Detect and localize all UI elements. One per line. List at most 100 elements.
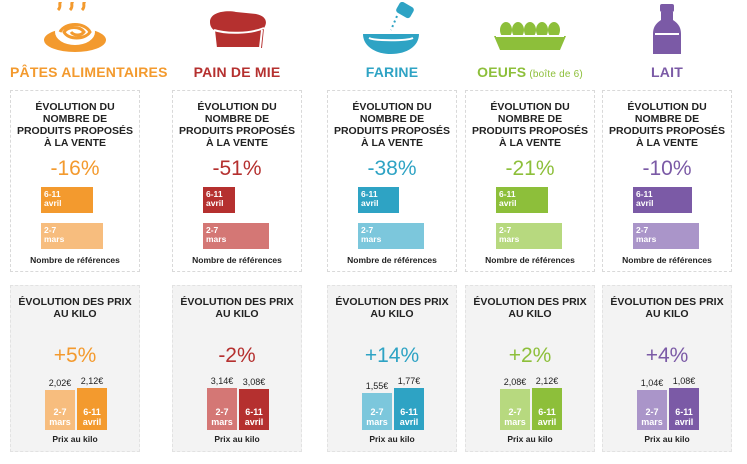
price-bars: 2-7 mars 2,02€ 6-11 avril 2,12€ — [39, 370, 111, 430]
reference-bar: 6-11 avril — [496, 187, 549, 213]
category-name: PAIN DE MIE — [193, 64, 281, 80]
bar-label: 6-11 avril — [82, 407, 102, 427]
change-percent: -51% — [212, 157, 262, 180]
panel-footer: Nombre de références — [30, 255, 120, 265]
category-title: FARINE — [327, 64, 457, 80]
price-label: 2,12€ — [535, 376, 559, 386]
category-column: LAIT ÉVOLUTION DU NOMBRE DE PRODUITS PROP… — [602, 0, 732, 464]
bar-label: 2-7 mars — [366, 407, 388, 427]
reference-bar: 6-11 avril — [358, 187, 399, 213]
category-column: PAIN DE MIE ÉVOLUTION DU NOMBRE DE PRODUI… — [172, 0, 302, 464]
panel-title: ÉVOLUTION DES PRIX AU KILO — [18, 296, 132, 320]
price-bar: 6-11 avril — [394, 388, 424, 430]
category-column: PÂTES ALIMENTAIRES ÉVOLUTION DU NOMBRE DE… — [10, 0, 167, 464]
milk-bottle-icon — [602, 2, 732, 58]
price-label: 2,02€ — [48, 377, 72, 388]
price-bar: 6-11 avril — [532, 388, 562, 430]
reference-bar: 2-7 mars — [496, 223, 562, 249]
price-label: 1,55€ — [365, 381, 389, 392]
change-percent: -10% — [642, 157, 692, 180]
prices-panel: ÉVOLUTION DES PRIX AU KILO +5% 2-7 mars 2,02… — [10, 285, 140, 452]
price-label: 1,04€ — [640, 377, 664, 388]
prices-panel: ÉVOLUTION DES PRIX AU KILO +2% 2-7 mars 2,08… — [465, 285, 595, 452]
bar-label: 6-11 avril — [44, 189, 62, 208]
panel-footer: Prix au kilo — [214, 434, 260, 444]
bar-label: 2-7 mars — [44, 225, 65, 244]
category-column: FARINE ÉVOLUTION DU NOMBRE DE PRODUITS PR… — [327, 0, 457, 464]
prices-panel: ÉVOLUTION DES PRIX AU KILO +4% 2-7 mars 1,04… — [602, 285, 732, 452]
price-bar: 6-11 avril — [77, 388, 107, 430]
references-panel: ÉVOLUTION DU NOMBRE DE PRODUITS PROPOSÉS… — [10, 90, 140, 272]
prices-panel: ÉVOLUTION DES PRIX AU KILO +14% 2-7 mars 1,5… — [327, 285, 457, 452]
references-panel: ÉVOLUTION DU NOMBRE DE PRODUITS PROPOSÉS… — [602, 90, 732, 272]
panel-title: ÉVOLUTION DU NOMBRE DE PRODUITS PROPOSÉS… — [608, 101, 726, 149]
panel-footer: Prix au kilo — [507, 434, 553, 444]
bar-label: 2-7 mars — [49, 407, 71, 427]
price-bars: 2-7 mars 3,14€ 6-11 avril 3,08€ — [201, 370, 273, 430]
bar-label: 6-11 avril — [674, 407, 694, 427]
price-label: 1,77€ — [397, 376, 421, 386]
price-bar: 2-7 mars — [637, 389, 667, 430]
panel-title: ÉVOLUTION DES PRIX AU KILO — [180, 296, 294, 320]
reference-bar: 2-7 mars — [41, 223, 104, 249]
references-panel: ÉVOLUTION DU NOMBRE DE PRODUITS PROPOSÉS… — [327, 90, 457, 272]
bar-label: 2-7 mars — [361, 225, 382, 244]
bar-label: 6-11 avril — [499, 189, 517, 208]
category-subtitle: (boîte de 6) — [526, 69, 583, 80]
flour-icon — [327, 2, 457, 58]
price-bar: 6-11 avril — [669, 388, 699, 430]
price-bars: 2-7 mars 2,08€ 6-11 avril 2,12€ — [494, 370, 566, 430]
price-bars: 2-7 mars 1,55€ 6-11 avril 1,77€ — [356, 370, 428, 430]
change-percent: -16% — [50, 157, 100, 180]
bar-label: 2-7 mars — [499, 225, 520, 244]
reference-bar: 2-7 mars — [633, 223, 699, 249]
bar-label: 2-7 mars — [636, 225, 657, 244]
bar-label: 2-7 mars — [211, 407, 233, 427]
change-percent: -2% — [218, 344, 256, 367]
eggs-icon — [465, 2, 595, 58]
panel-title: ÉVOLUTION DU NOMBRE DE PRODUITS PROPOSÉS… — [16, 101, 134, 149]
bar-label: 6-11 avril — [244, 407, 264, 427]
references-panel: ÉVOLUTION DU NOMBRE DE PRODUITS PROPOSÉS… — [172, 90, 302, 272]
references-panel: ÉVOLUTION DU NOMBRE DE PRODUITS PROPOSÉS… — [465, 90, 595, 272]
reference-bar: 2-7 mars — [203, 223, 269, 249]
category-title: PAIN DE MIE — [172, 64, 302, 80]
change-percent: -21% — [505, 157, 555, 180]
price-bar: 2-7 mars — [362, 393, 392, 430]
reference-bar: 6-11 avril — [633, 187, 693, 213]
panel-footer: Nombre de références — [192, 255, 282, 265]
price-bar: 2-7 mars — [500, 388, 530, 430]
panel-footer: Prix au kilo — [369, 434, 415, 444]
pasta-icon — [10, 2, 140, 58]
panel-title: ÉVOLUTION DU NOMBRE DE PRODUITS PROPOSÉS… — [333, 101, 451, 149]
bar-label: 2-7 mars — [206, 225, 227, 244]
bar-label: 2-7 mars — [504, 407, 526, 427]
change-percent: +4% — [645, 344, 689, 367]
category-title: LAIT — [602, 64, 732, 80]
price-label: 2,12€ — [80, 376, 104, 386]
price-bar: 2-7 mars — [45, 389, 75, 430]
category-name: FARINE — [365, 64, 419, 80]
panel-footer: Prix au kilo — [644, 434, 690, 444]
category-title: PÂTES ALIMENTAIRES — [10, 64, 167, 80]
change-percent: +2% — [508, 344, 552, 367]
category-name: OEUFS — [477, 64, 527, 80]
price-label: 3,08€ — [242, 376, 266, 387]
change-percent: +5% — [53, 344, 97, 367]
price-bar: 2-7 mars — [207, 388, 237, 430]
price-label: 3,14€ — [210, 376, 234, 386]
bread-icon — [172, 2, 302, 58]
category-name: PÂTES ALIMENTAIRES — [10, 64, 168, 80]
panel-title: ÉVOLUTION DU NOMBRE DE PRODUITS PROPOSÉS… — [471, 101, 589, 149]
bar-label: 6-11 avril — [636, 189, 654, 208]
reference-bar: 2-7 mars — [358, 223, 424, 249]
panel-footer: Nombre de références — [347, 255, 437, 265]
panel-title: ÉVOLUTION DES PRIX AU KILO — [335, 296, 449, 320]
change-percent: +14% — [364, 344, 420, 367]
price-bars: 2-7 mars 1,04€ 6-11 avril 1,08€ — [631, 370, 703, 430]
prices-panel: ÉVOLUTION DES PRIX AU KILO -2% 2-7 mars 3,14… — [172, 285, 302, 452]
price-label: 1,08€ — [672, 376, 696, 386]
panel-footer: Prix au kilo — [52, 434, 98, 444]
bar-label: 6-11 avril — [206, 189, 224, 208]
reference-bar: 6-11 avril — [41, 187, 94, 213]
